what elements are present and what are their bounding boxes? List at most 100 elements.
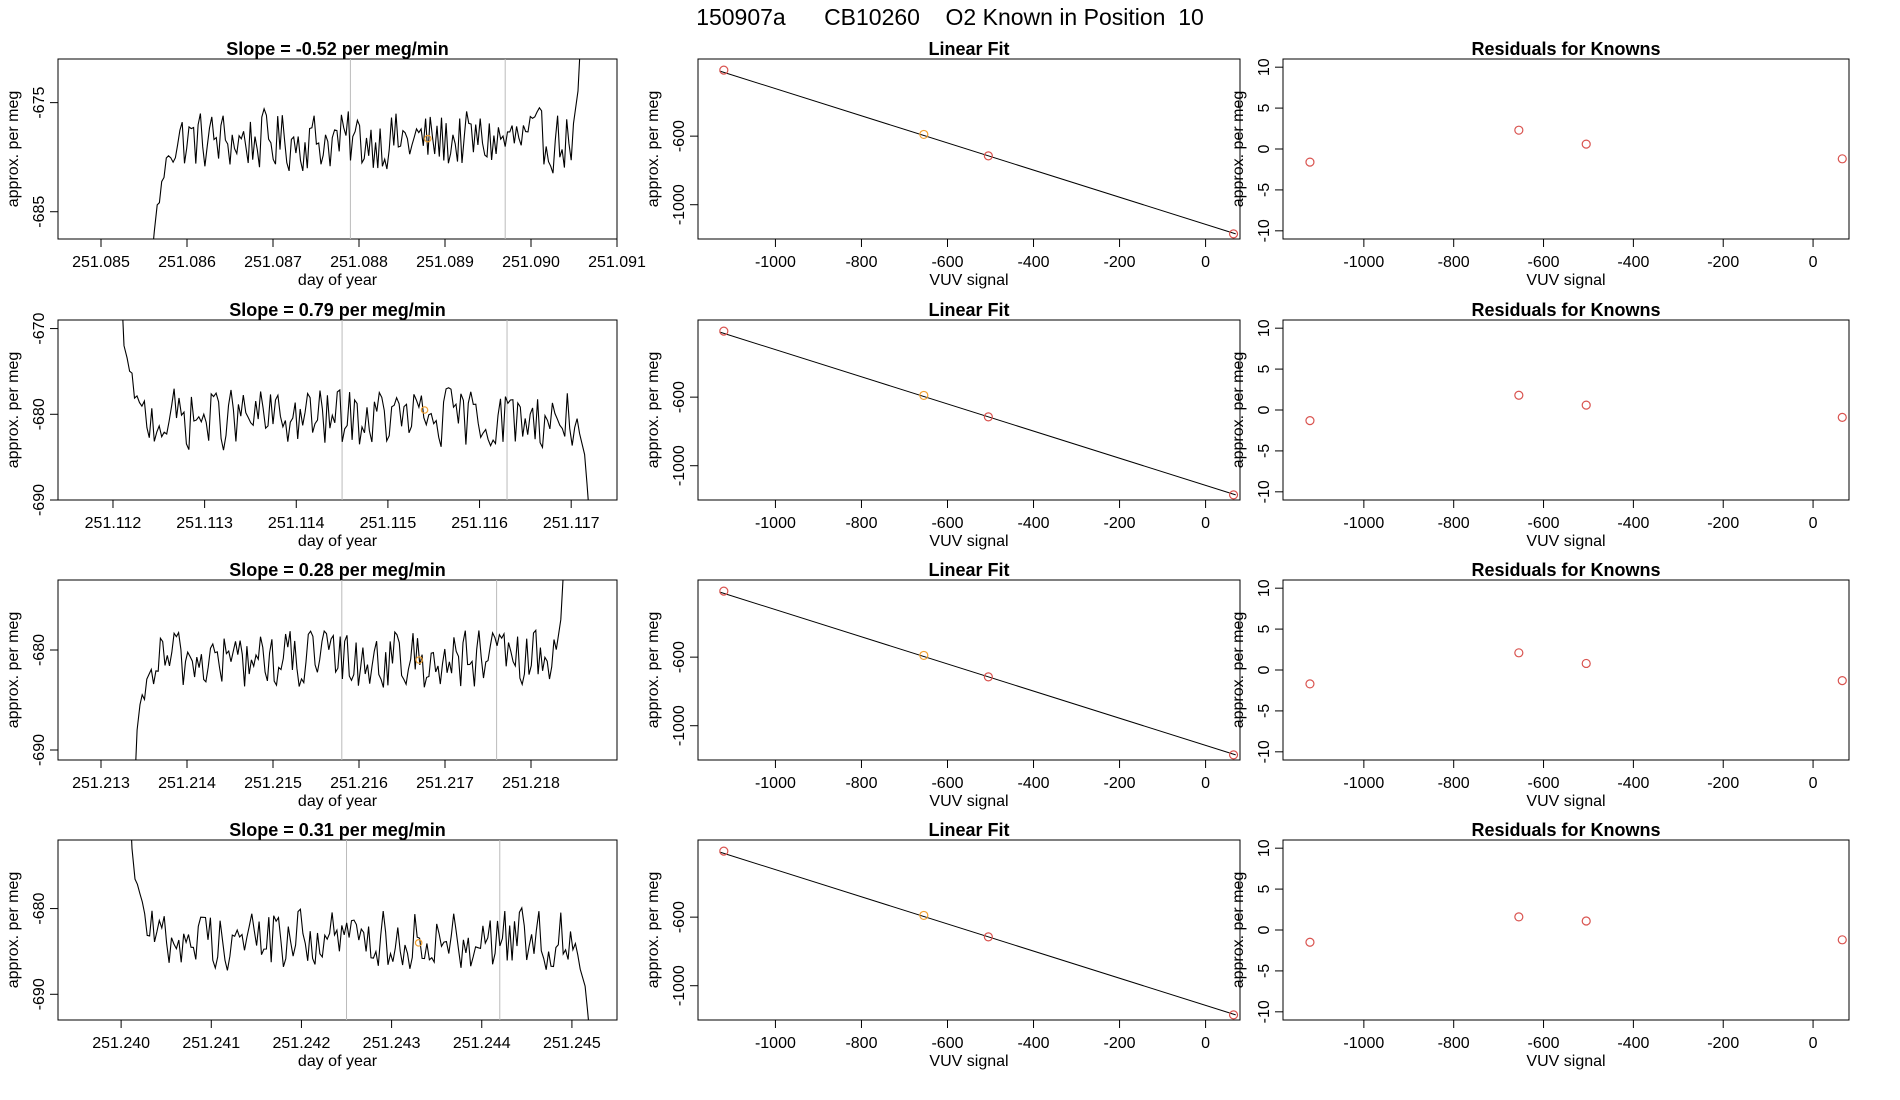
chart-panel-12: Residuals for Knowns-1000 -800 -600 -400 -20… xyxy=(1230,820,1850,1070)
y-tick-label: 10 xyxy=(1256,58,1273,76)
chart-title: Slope = 0.79 per meg/min xyxy=(229,300,446,320)
x-tick-label: -600 xyxy=(931,775,963,792)
x-tick-label: 251.091 xyxy=(588,254,646,271)
x-axis-label: day of year xyxy=(298,533,378,550)
plot-area xyxy=(1305,390,1847,426)
y-axis-label: approx. per meg xyxy=(1230,612,1247,729)
data-point xyxy=(983,151,993,161)
x-axis-label: day of year xyxy=(298,272,378,289)
fit-line xyxy=(719,851,1236,1016)
fit-line xyxy=(719,70,1236,235)
x-tick-label: 251.218 xyxy=(502,775,560,792)
series-line xyxy=(135,580,564,760)
residual-point xyxy=(1581,658,1591,669)
x-tick-label: -400 xyxy=(1617,1035,1649,1052)
x-tick-label: 251.088 xyxy=(330,254,388,271)
x-tick-label: -600 xyxy=(1528,515,1560,532)
y-tick-label: -1000 xyxy=(671,705,688,746)
chart-panel-1: Slope = -0.52 per meg/min 251.085 251.086 2… xyxy=(5,39,646,289)
data-point xyxy=(983,672,993,682)
x-tick-label: 0 xyxy=(1809,1035,1818,1052)
y-tick-label: 5 xyxy=(1256,365,1273,374)
x-tick-label: -1000 xyxy=(1343,254,1384,271)
x-tick-label: 251.089 xyxy=(416,254,474,271)
plot-frame xyxy=(1282,58,1850,240)
chart-panel-6: Residuals for Knowns-1000 -800 -600 -400 -20… xyxy=(1230,300,1850,550)
x-tick-label: 251.116 xyxy=(451,515,508,532)
chart-title: Linear Fit xyxy=(928,39,1009,59)
chart-panel-3: Residuals for Knowns-1000 -800 -600 -400 -20… xyxy=(1230,39,1850,289)
x-tick-label: 251.214 xyxy=(158,775,216,792)
plot-frame xyxy=(1282,579,1850,761)
residual-point xyxy=(1305,937,1315,947)
x-tick-label: -1000 xyxy=(755,254,796,271)
data-point xyxy=(983,932,993,942)
x-axis-label: VUV signal xyxy=(1526,793,1605,810)
known-marker-point xyxy=(415,656,424,664)
y-tick-label: -5 xyxy=(1256,444,1273,458)
known-marker-point xyxy=(423,134,432,143)
x-tick-label: -800 xyxy=(1438,775,1470,792)
plot-frame xyxy=(57,319,618,501)
x-tick-label: -1000 xyxy=(755,775,796,792)
chart-title: Linear Fit xyxy=(928,300,1009,320)
x-tick-label: 251.090 xyxy=(502,254,560,271)
x-axis-label: VUV signal xyxy=(929,272,1008,289)
x-axis-label: VUV signal xyxy=(1526,533,1605,550)
x-tick-label: 251.113 xyxy=(176,515,233,532)
y-axis-label: approx. per meg xyxy=(5,872,22,989)
y-tick-label: 5 xyxy=(1256,104,1273,113)
x-tick-label: 251.242 xyxy=(273,1035,331,1052)
y-tick-label: -5 xyxy=(1256,964,1273,978)
y-axis-label: approx. per meg xyxy=(645,352,662,469)
x-tick-label: -200 xyxy=(1707,254,1739,271)
page-title: 150907a CB10260 O2 Known in Position 10 xyxy=(696,4,1204,30)
y-tick-label: 0 xyxy=(1256,144,1273,153)
x-tick-label: 0 xyxy=(1809,775,1818,792)
data-point xyxy=(1228,490,1239,500)
plot-area xyxy=(1305,125,1847,167)
chart-panel-4: Slope = 0.79 per meg/min 251.112 251.113 25… xyxy=(5,300,618,550)
x-tick-label: -1000 xyxy=(1343,1035,1384,1052)
y-tick-label: -690 xyxy=(31,978,48,1010)
y-tick-label: -680 xyxy=(31,634,48,666)
residual-point xyxy=(1837,154,1847,164)
x-tick-label: 0 xyxy=(1809,515,1818,532)
chart-title: Linear Fit xyxy=(928,820,1009,840)
x-tick-label: 251.112 xyxy=(85,515,142,532)
residual-point xyxy=(1837,935,1847,945)
plot-area xyxy=(719,846,1239,1020)
plot-frame xyxy=(57,58,618,240)
x-tick-label: -800 xyxy=(1438,1035,1470,1052)
series-line xyxy=(122,320,589,500)
residual-point xyxy=(1514,648,1524,658)
x-tick-label: -1000 xyxy=(755,515,796,532)
x-tick-label: -200 xyxy=(1104,515,1136,532)
chart-title: Residuals for Knowns xyxy=(1471,39,1660,59)
x-tick-label: -800 xyxy=(845,775,877,792)
x-tick-label: 251.241 xyxy=(182,1035,240,1052)
x-tick-label: 0 xyxy=(1201,1035,1210,1052)
residual-point xyxy=(1837,676,1847,686)
residual-point xyxy=(1581,400,1591,410)
x-axis-label: day of year xyxy=(298,793,378,810)
y-axis-label: approx. per meg xyxy=(1230,91,1247,208)
chart-title: Slope = 0.31 per meg/min xyxy=(229,820,446,840)
data-point xyxy=(919,390,929,401)
x-axis-label: VUV signal xyxy=(929,533,1008,550)
y-tick-label: 10 xyxy=(1256,579,1273,597)
x-axis-label: VUV signal xyxy=(929,1053,1008,1070)
residual-point xyxy=(1514,390,1524,400)
data-point xyxy=(919,129,929,140)
y-tick-label: 0 xyxy=(1256,925,1273,934)
y-tick-label: 10 xyxy=(1256,839,1273,857)
x-axis-label: VUV signal xyxy=(929,793,1008,810)
y-tick-label: -685 xyxy=(31,196,48,228)
x-tick-label: -600 xyxy=(931,515,963,532)
x-tick-label: 251.217 xyxy=(416,775,474,792)
y-tick-label: -10 xyxy=(1256,219,1273,242)
x-tick-label: -600 xyxy=(1528,254,1560,271)
x-tick-label: -800 xyxy=(1438,254,1470,271)
x-tick-label: 251.087 xyxy=(244,254,302,271)
y-tick-label: -1000 xyxy=(671,184,688,225)
